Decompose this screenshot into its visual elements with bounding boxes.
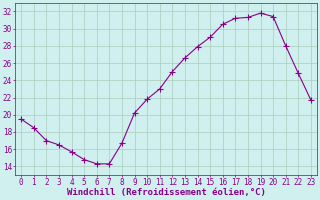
X-axis label: Windchill (Refroidissement éolien,°C): Windchill (Refroidissement éolien,°C) [67, 188, 266, 197]
